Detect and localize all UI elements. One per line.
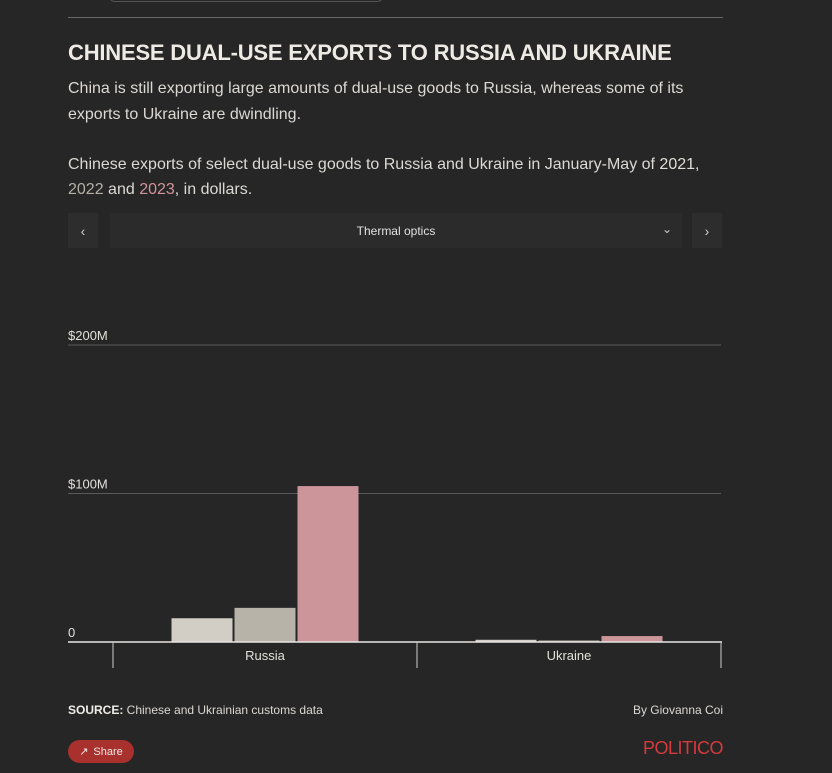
subtitle-separator-1: , <box>695 156 700 173</box>
source-text: Chinese and Ukrainian customs data <box>123 703 323 717</box>
chart-description: China is still exporting large amounts o… <box>68 80 684 123</box>
year-2022-label: 2022 <box>68 181 104 198</box>
share-button[interactable]: ↗ Share <box>68 740 134 763</box>
bar-russia-2021 <box>171 618 233 642</box>
source-note: SOURCE: Chinese and Ukrainian customs da… <box>68 703 323 717</box>
x-category-label: Ukraine <box>547 648 592 663</box>
bar-ukraine-2023 <box>601 636 663 642</box>
subtitle-text-pre: Chinese exports of select dual-use goods… <box>68 156 660 173</box>
share-icon: ↗ <box>79 746 89 758</box>
x-category-label: Russia <box>245 648 286 663</box>
category-dropdown[interactable]: Thermal optics ⌄ <box>110 213 682 248</box>
chart-subtitle: Chinese exports of select dual-use goods… <box>68 152 728 202</box>
year-2021-label: 2021 <box>659 156 696 173</box>
chevron-down-icon: ⌄ <box>661 222 672 236</box>
share-label: Share <box>93 745 123 758</box>
subtitle-separator-2: and <box>103 181 140 198</box>
bar-russia-2023 <box>297 486 359 642</box>
next-button[interactable]: › <box>692 213 722 248</box>
bar-ukraine-2021 <box>475 639 537 642</box>
year-2023-label: 2023 <box>139 181 175 198</box>
y-tick-label: 0 <box>68 625 75 640</box>
chart-title: CHINESE DUAL-USE EXPORTS TO RUSSIA AND U… <box>68 40 672 65</box>
previous-button[interactable]: ‹ <box>68 213 98 248</box>
top-divider <box>68 17 723 18</box>
byline: By Giovanna Coi <box>632 703 723 717</box>
politico-logo: POLITICO <box>642 738 724 758</box>
subtitle-text-post: , in dollars. <box>174 181 253 198</box>
y-tick-label: $200M <box>68 328 108 343</box>
dropdown-value: Thermal optics <box>356 223 436 238</box>
y-tick-label: $100M <box>68 477 108 492</box>
source-label: SOURCE: <box>68 703 124 717</box>
bar-russia-2022 <box>234 607 296 642</box>
chevron-right-icon: › <box>704 222 710 239</box>
bar-chart: 0 $100M $200M Russia Ukraine <box>68 328 722 668</box>
chevron-left-icon: ‹ <box>80 222 86 239</box>
